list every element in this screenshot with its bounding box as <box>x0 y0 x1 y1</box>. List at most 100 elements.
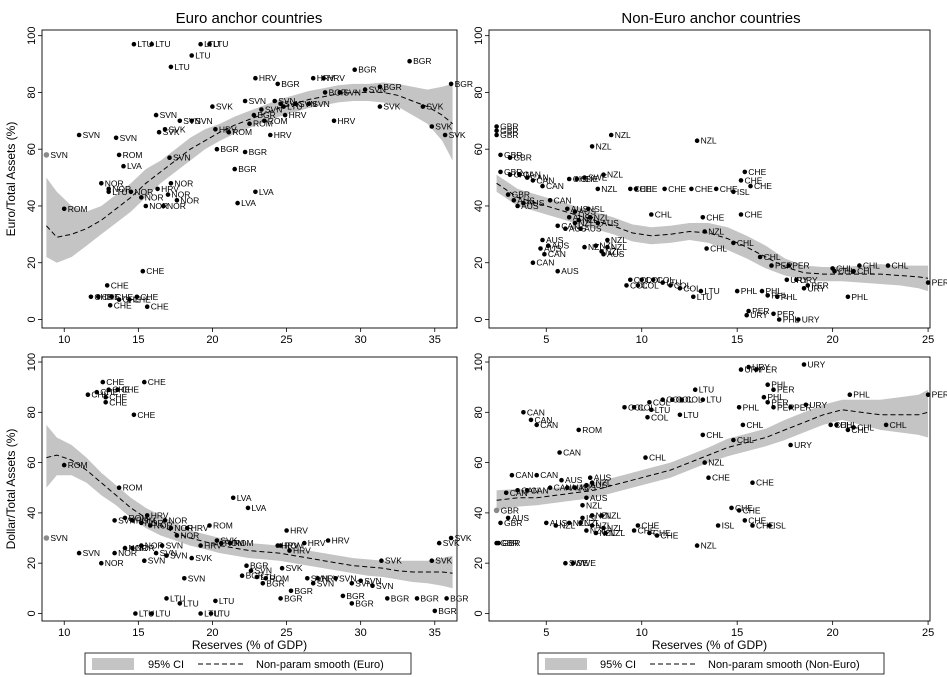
data-point <box>521 200 526 206</box>
point-label: COL <box>651 412 669 422</box>
point-label: PER <box>811 280 828 290</box>
data-point <box>689 186 694 192</box>
data-point <box>635 283 641 288</box>
data-point <box>587 475 593 481</box>
highlight-label: GBR <box>501 505 519 515</box>
point-label: CHE <box>668 184 686 194</box>
point-label: BGR <box>257 110 275 120</box>
point-label: SVN <box>343 87 360 97</box>
point-label: NZL <box>607 523 623 533</box>
point-label: SVN <box>278 96 295 106</box>
data-point <box>805 283 811 288</box>
data-point <box>582 175 587 180</box>
data-point <box>738 178 744 183</box>
point-label: CAN <box>531 173 549 183</box>
point-label: LTU <box>155 39 170 49</box>
point-label: HRV <box>338 116 356 126</box>
point-label: URY <box>750 310 768 320</box>
y-tick-label: 20 <box>473 557 485 569</box>
x-tick-label: 15 <box>132 334 144 346</box>
data-point <box>498 152 503 158</box>
data-point <box>278 596 283 601</box>
point-label: LTU <box>215 609 230 619</box>
data-point <box>784 277 790 283</box>
data-point <box>227 540 233 546</box>
point-label: CHE <box>754 181 772 191</box>
point-label: SVN <box>83 548 100 558</box>
y-tick-label: 60 <box>26 456 38 468</box>
data-point <box>127 297 132 302</box>
point-label: HRV <box>259 73 277 83</box>
data-point <box>731 189 736 195</box>
point-label: COL <box>657 275 675 285</box>
x-tick-label: 15 <box>132 627 144 639</box>
x-tick-label: 10 <box>58 334 70 346</box>
data-point <box>174 198 180 203</box>
point-label: CAN <box>540 470 558 480</box>
point-label: HRV <box>204 541 222 551</box>
data-point <box>794 277 799 283</box>
point-label: NOR <box>112 184 131 194</box>
data-point <box>601 525 606 531</box>
point-label: CHE <box>706 212 724 222</box>
point-label: NZL <box>605 510 621 520</box>
point-label: CHE <box>121 385 139 395</box>
point-label: GBR <box>504 150 522 160</box>
data-point <box>742 169 748 175</box>
point-label: CHL <box>836 263 853 273</box>
data-point <box>731 240 736 246</box>
point-label: AUS <box>565 475 583 485</box>
data-point <box>547 198 553 203</box>
point-label: LTU <box>699 385 714 395</box>
data-point <box>128 189 134 195</box>
data-point <box>593 530 599 536</box>
x-tick-label: 15 <box>731 627 743 639</box>
data-point <box>260 581 266 586</box>
y-axis-label: Dollar/Total Assets (%) <box>4 429 18 550</box>
data-point <box>177 601 183 606</box>
point-label: CHE <box>756 521 774 531</box>
x-tick-label: 5 <box>543 627 549 639</box>
data-point <box>736 405 742 410</box>
data-point <box>524 175 530 180</box>
data-point <box>130 545 135 551</box>
data-point <box>566 176 572 182</box>
y-tick-label: 20 <box>26 257 38 269</box>
point-label: CHE <box>653 528 671 538</box>
data-point <box>544 520 549 526</box>
point-label: SVN <box>160 548 177 558</box>
point-label: AUS <box>594 473 612 483</box>
data-point <box>694 138 700 143</box>
x-tick-label: 20 <box>827 627 839 639</box>
point-label: CHL <box>838 266 855 276</box>
data-point <box>524 488 530 493</box>
data-point <box>189 53 194 58</box>
data-point <box>420 104 426 109</box>
point-label: NZL <box>701 541 717 551</box>
point-label: CHE <box>148 377 166 387</box>
point-label: LTU <box>137 39 152 49</box>
data-point <box>377 104 383 109</box>
point-label: COL <box>683 283 701 293</box>
point-label: NOR <box>174 523 193 533</box>
point-label: ROM <box>582 425 602 435</box>
data-point <box>352 67 358 72</box>
point-label: CHE <box>661 531 679 541</box>
panel-euro-top: Euro anchor countries SVNROMSVNROMNORNOR… <box>4 10 473 346</box>
data-point <box>565 206 570 212</box>
data-point <box>268 132 273 138</box>
panel-title-noneuro: Non-Euro anchor countries <box>621 10 800 27</box>
data-point <box>94 389 100 395</box>
point-label: HRV <box>327 73 345 83</box>
point-label: SVK <box>426 102 443 112</box>
y-tick-label: 40 <box>26 507 38 519</box>
point-label: LTU <box>697 292 712 302</box>
x-axis-label: Reserves (% of GDP) <box>652 638 767 652</box>
y-tick-label: 0 <box>26 610 38 616</box>
data-point <box>584 495 589 501</box>
data-point <box>448 535 454 541</box>
point-label: NZL <box>605 246 621 256</box>
data-point <box>589 523 595 528</box>
data-point <box>851 425 856 430</box>
point-label: CHL <box>834 420 851 430</box>
